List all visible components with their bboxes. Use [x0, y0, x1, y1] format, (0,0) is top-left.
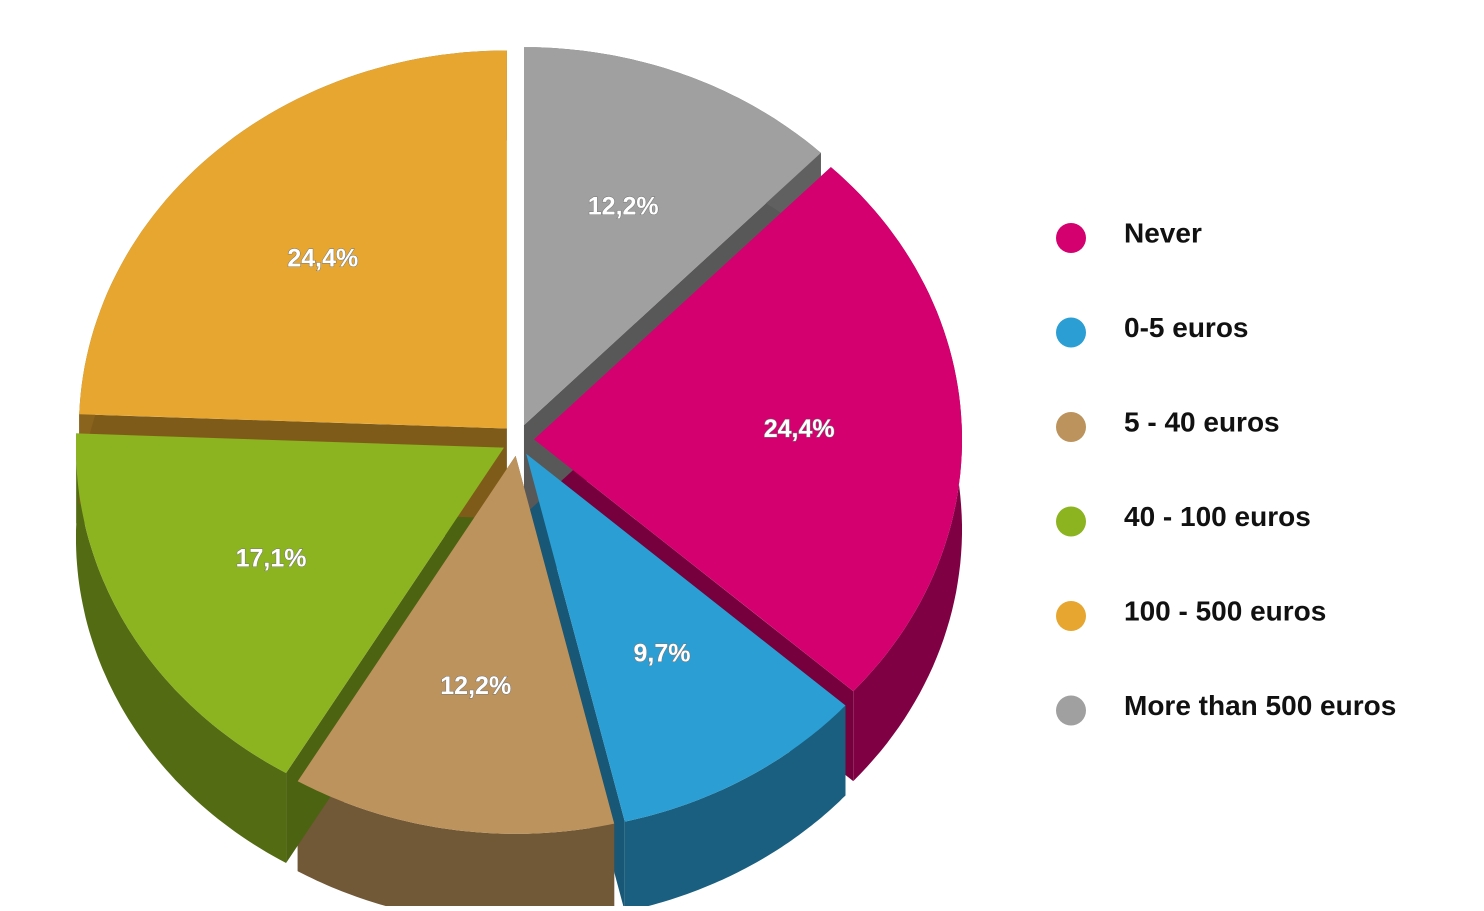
legend-swatch	[1056, 601, 1086, 631]
legend-label: 5 - 40 euros	[1124, 406, 1280, 437]
legend: Never 0-5 euros 5 - 40 euros 40 - 100 euros…	[1056, 217, 1396, 726]
pie-wall	[297, 781, 615, 911]
legend-label: Never	[1124, 217, 1202, 248]
legend-swatch	[1056, 695, 1086, 726]
pie-wall	[76, 433, 287, 863]
value-label: 9,7%	[633, 640, 690, 668]
pie-slice	[297, 455, 615, 834]
legend-label: 100 - 500 euros	[1124, 595, 1326, 626]
value-label: 12,2%	[588, 192, 659, 220]
value-labels: 24,4% 9,7% 12,2% 17,1% 24,4% 12,2%	[235, 192, 835, 701]
pie-slice	[79, 50, 507, 429]
legend-label: More than 500 euros	[1124, 690, 1396, 721]
pie-wall	[624, 705, 846, 911]
legend-swatch	[1056, 412, 1086, 442]
value-label: 17,1%	[236, 545, 307, 573]
legend-swatch	[1056, 317, 1086, 348]
pie-slice	[526, 453, 846, 822]
legend-swatch	[1056, 223, 1086, 253]
value-label: 24,4%	[764, 415, 835, 443]
pie-slice	[523, 47, 821, 426]
value-label: 12,2%	[440, 672, 511, 700]
pie-slice	[533, 167, 962, 692]
legend-label: 0-5 euros	[1124, 312, 1249, 343]
legend-label: 40 - 100 euros	[1124, 501, 1311, 532]
pie-slice	[76, 433, 504, 773]
legend-swatch	[1056, 506, 1086, 537]
value-label: 24,4%	[287, 244, 358, 272]
pie-tops	[76, 47, 962, 834]
